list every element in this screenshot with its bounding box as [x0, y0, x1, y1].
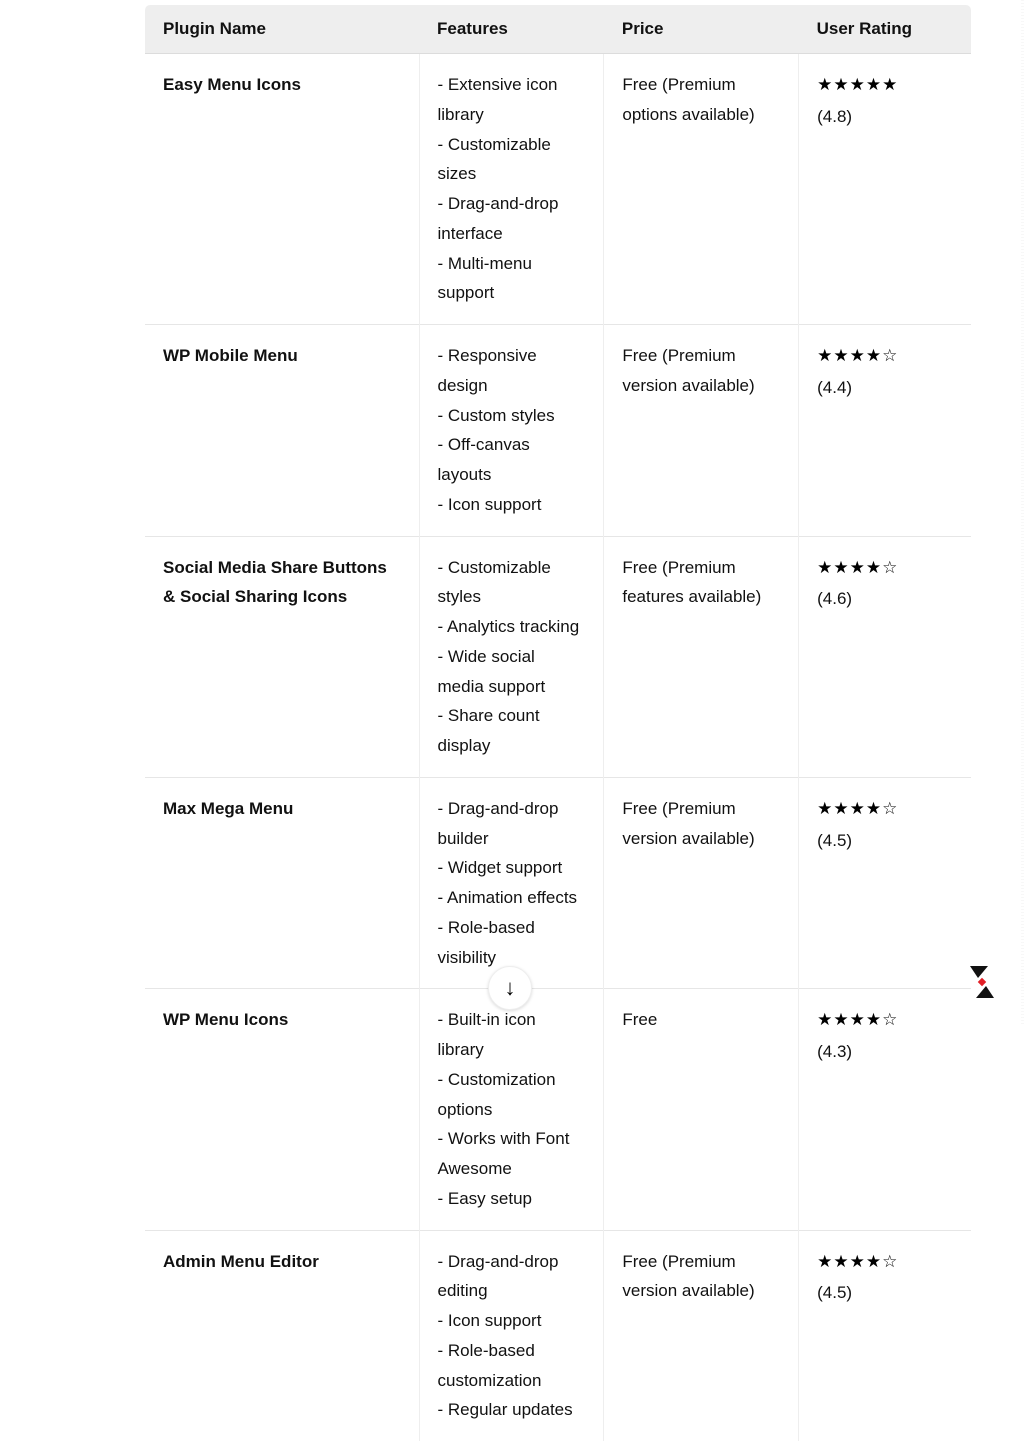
feature-item: - Share count display: [438, 701, 586, 761]
plugin-name-cell: Admin Menu Editor: [145, 1230, 420, 1442]
col-plugin-name: Plugin Name: [145, 5, 420, 54]
star-icon: ★★★★☆: [817, 799, 898, 818]
feature-item: - Off-canvas layouts: [438, 430, 586, 490]
feature-item: - Wide social media support: [438, 642, 586, 702]
rating-cell: ★★★★☆ (4.5): [799, 777, 972, 989]
price-cell: Free (Premium options available): [604, 54, 799, 325]
feature-item: - Drag-and-drop interface: [438, 189, 586, 249]
rating-cell: ★★★★☆ (4.5): [799, 1230, 972, 1442]
star-icon: ★★★★☆: [817, 558, 898, 577]
rating-cell: ★★★★☆ (4.4): [799, 325, 972, 537]
col-user-rating: User Rating: [799, 5, 972, 54]
table-row: WP Menu Icons- Built-in icon library- Cu…: [145, 989, 972, 1230]
rating-value: (4.3): [817, 1037, 953, 1067]
feature-item: - Role-based visibility: [438, 913, 586, 973]
star-icon: ★★★★☆: [817, 1010, 898, 1029]
plugin-name-cell: Max Mega Menu: [145, 777, 420, 989]
table-row: Social Media Share Buttons & Social Shar…: [145, 536, 972, 777]
price-cell: Free: [604, 989, 799, 1230]
feature-item: - Drag-and-drop editing: [438, 1247, 586, 1307]
feature-item: - Analytics tracking: [438, 612, 586, 642]
table-row: WP Mobile Menu- Responsive design- Custo…: [145, 325, 972, 537]
rating-cell: ★★★★☆ (4.3): [799, 989, 972, 1230]
plugin-name-cell: WP Mobile Menu: [145, 325, 420, 537]
features-cell: - Responsive design- Custom styles- Off-…: [419, 325, 604, 537]
features-cell: - Extensive icon library- Customizable s…: [419, 54, 604, 325]
plugin-name-cell: Easy Menu Icons: [145, 54, 420, 325]
table-body: Easy Menu Icons- Extensive icon library-…: [145, 54, 972, 1442]
feature-item: - Widget support: [438, 853, 586, 883]
table-header-row: Plugin Name Features Price User Rating: [145, 5, 972, 54]
feature-item: - Animation effects: [438, 883, 586, 913]
price-cell: Free (Premium features available): [604, 536, 799, 777]
brand-logo-icon: [960, 960, 1004, 1004]
rating-value: (4.5): [817, 826, 953, 856]
col-features: Features: [419, 5, 604, 54]
rating-value: (4.8): [817, 102, 953, 132]
feature-item: - Drag-and-drop builder: [438, 794, 586, 854]
rating-value: (4.5): [817, 1278, 953, 1308]
feature-item: - Easy setup: [438, 1184, 586, 1214]
feature-item: - Customization options: [438, 1065, 586, 1125]
features-cell: - Built-in icon library- Customization o…: [419, 989, 604, 1230]
feature-item: - Multi-menu support: [438, 249, 586, 309]
col-price: Price: [604, 5, 799, 54]
plugin-name-cell: Social Media Share Buttons & Social Shar…: [145, 536, 420, 777]
feature-item: - Icon support: [438, 1306, 586, 1336]
plugins-table: Plugin Name Features Price User Rating E…: [144, 4, 972, 1442]
rating-cell: ★★★★☆ (4.6): [799, 536, 972, 777]
star-icon: ★★★★★: [817, 75, 898, 94]
feature-item: - Responsive design: [438, 341, 586, 401]
feature-item: - Icon support: [438, 490, 586, 520]
features-cell: - Drag-and-drop builder- Widget support-…: [419, 777, 604, 989]
rating-value: (4.6): [817, 584, 953, 614]
price-cell: Free (Premium version available): [604, 325, 799, 537]
star-icon: ★★★★☆: [817, 1252, 898, 1271]
feature-item: - Extensive icon library: [438, 70, 586, 130]
plugin-name-cell: WP Menu Icons: [145, 989, 420, 1230]
feature-item: - Customizable sizes: [438, 130, 586, 190]
table-container: Plugin Name Features Price User Rating E…: [48, 0, 976, 1442]
table-row: Admin Menu Editor- Drag-and-drop editing…: [145, 1230, 972, 1442]
feature-item: - Role-based customization: [438, 1336, 586, 1396]
table-row: Max Mega Menu- Drag-and-drop builder- Wi…: [145, 777, 972, 989]
feature-item: - Works with Font Awesome: [438, 1124, 586, 1184]
feature-item: - Custom styles: [438, 401, 586, 431]
feature-item: - Customizable styles: [438, 553, 586, 613]
features-cell: - Drag-and-drop editing- Icon support- R…: [419, 1230, 604, 1442]
scroll-down-button[interactable]: ↓: [488, 966, 532, 1010]
feature-item: - Regular updates: [438, 1395, 586, 1425]
price-cell: Free (Premium version available): [604, 777, 799, 989]
table-row: Easy Menu Icons- Extensive icon library-…: [145, 54, 972, 325]
rating-value: (4.4): [817, 373, 953, 403]
features-cell: - Customizable styles- Analytics trackin…: [419, 536, 604, 777]
price-cell: Free (Premium version available): [604, 1230, 799, 1442]
rating-cell: ★★★★★ (4.8): [799, 54, 972, 325]
arrow-down-icon: ↓: [505, 975, 516, 1001]
feature-item: - Built-in icon library: [438, 1005, 586, 1065]
star-icon: ★★★★☆: [817, 346, 898, 365]
